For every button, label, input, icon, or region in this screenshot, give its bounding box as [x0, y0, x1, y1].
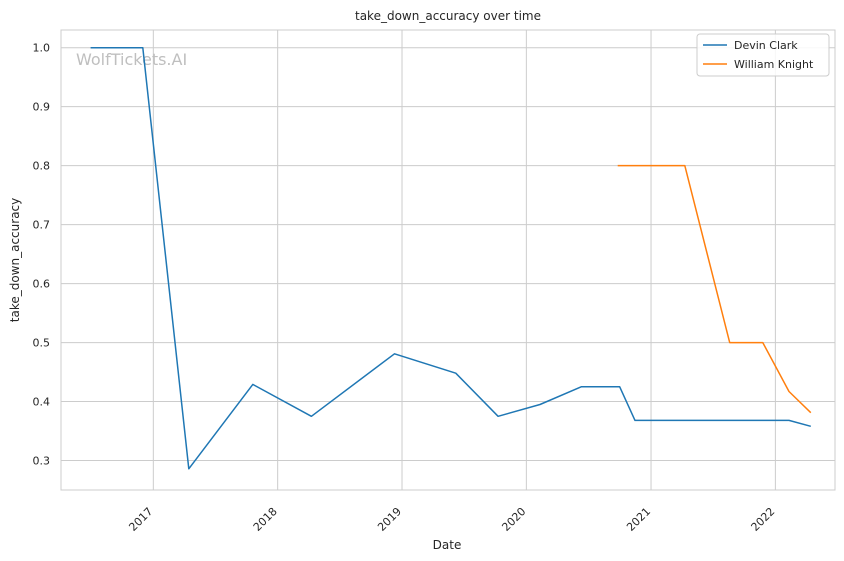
y-axis-ticks: 0.3 0.4 0.5 0.6 0.7 0.8 0.9 1.0	[33, 42, 51, 468]
legend-label-devin-clark: Devin Clark	[734, 39, 798, 52]
series-line-william-knight	[617, 164, 812, 414]
y-tick-label: 0.6	[33, 278, 51, 291]
y-tick-label: 1.0	[33, 42, 51, 55]
y-tick-label: 0.3	[33, 455, 51, 468]
y-axis-label: take_down_accuracy	[8, 198, 22, 322]
legend-label-william-knight: William Knight	[734, 58, 814, 71]
series-layer	[90, 46, 812, 470]
chart-title: take_down_accuracy over time	[355, 9, 541, 23]
y-tick-label: 0.7	[33, 219, 51, 232]
legend-box	[696, 33, 830, 77]
y-tick-label: 0.8	[33, 160, 51, 173]
y-tick-label: 0.5	[33, 337, 51, 350]
y-tick-label: 0.4	[33, 396, 51, 409]
y-tick-label: 0.9	[33, 101, 51, 114]
x-axis-label: Date	[433, 538, 462, 552]
watermark: WolfTickets.AI	[76, 50, 187, 69]
grid	[61, 30, 835, 490]
series-line-devin-clark	[90, 46, 811, 470]
legend: Devin Clark William Knight	[696, 33, 830, 77]
plot-frame	[60, 29, 836, 491]
